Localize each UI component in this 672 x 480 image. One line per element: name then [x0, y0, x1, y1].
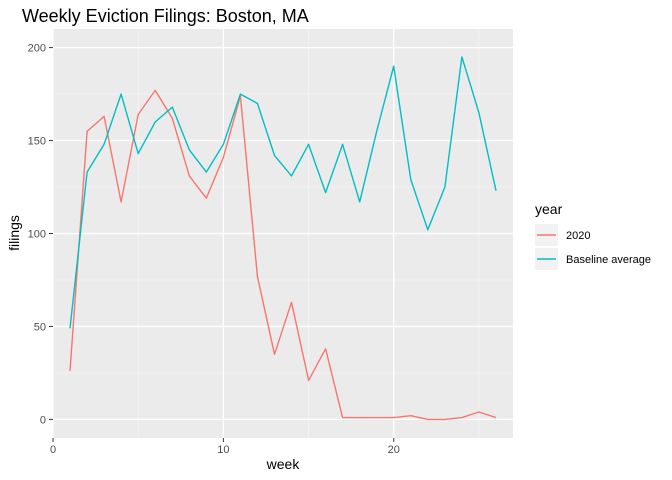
y-tick-label: 0	[40, 414, 46, 426]
series-line-baseline-average	[69, 56, 497, 329]
chart-title: Weekly Eviction Filings: Boston, MA	[22, 6, 309, 26]
x-axis-title: week	[266, 456, 301, 472]
y-tick-label: 150	[28, 136, 46, 148]
legend-title: year	[535, 201, 563, 217]
x-tick-label: 10	[217, 444, 229, 456]
x-tick-label: 0	[50, 444, 56, 456]
y-tick-label: 50	[34, 321, 46, 333]
series-line-2020	[69, 89, 497, 421]
legend-label: Baseline average	[566, 254, 651, 266]
y-tick-label: 100	[28, 229, 46, 241]
y-tick-label: 200	[28, 43, 46, 55]
y-axis-title: filings	[6, 215, 22, 251]
series-lines	[69, 56, 497, 421]
legend-keys: 2020 Baseline average	[535, 224, 651, 270]
legend-label: 2020	[566, 230, 590, 242]
x-tick-label: 20	[388, 444, 400, 456]
legend: year 2020 Baseline average	[535, 201, 651, 270]
